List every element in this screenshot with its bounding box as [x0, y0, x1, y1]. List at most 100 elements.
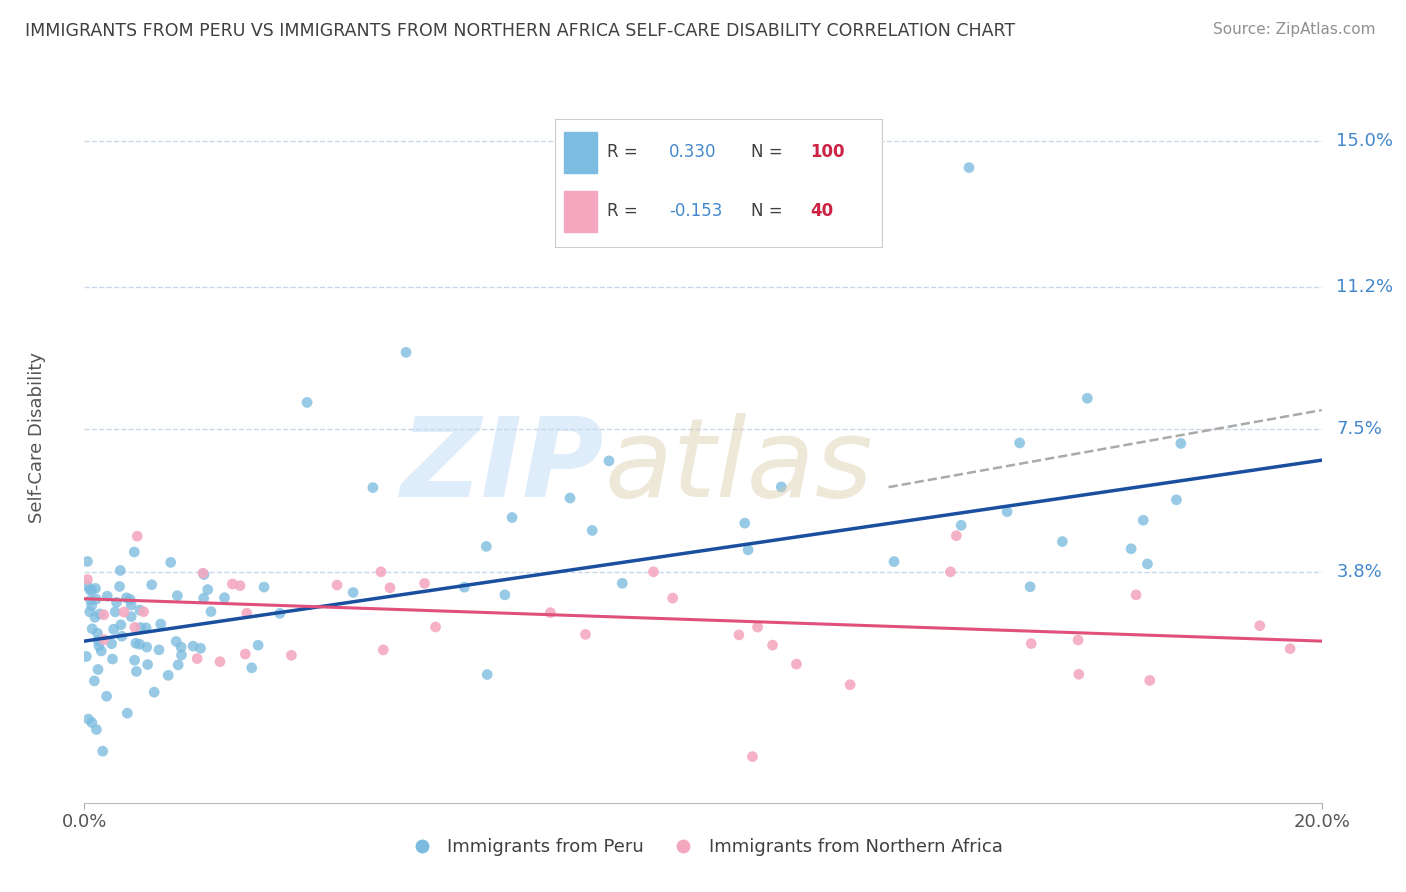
Point [1166, 492, 1188, 507]
Point [1052, 534, 1074, 549]
Point [127, 529, 149, 543]
Point [737, 542, 759, 557]
Point [378, 581, 401, 595]
Point [84, 610, 107, 624]
Point [1067, 667, 1090, 681]
Point [945, 529, 967, 543]
Point [661, 591, 683, 606]
Point [76, 554, 98, 568]
Point [395, 345, 418, 359]
Text: 3.8%: 3.8% [1337, 563, 1382, 581]
Point [159, 555, 181, 569]
Point [118, 592, 141, 607]
Point [112, 605, 135, 619]
Point [1136, 557, 1159, 571]
Point [80, 583, 103, 598]
Point [108, 579, 131, 593]
Point [128, 637, 150, 651]
Point [1121, 541, 1143, 556]
Point [170, 640, 193, 654]
Point [1170, 436, 1192, 450]
Point [240, 661, 263, 675]
Point [100, 637, 122, 651]
Point [136, 657, 159, 672]
Point [1019, 636, 1042, 650]
Point [197, 582, 219, 597]
Point [90, 644, 112, 658]
Point [1067, 633, 1090, 648]
Point [370, 565, 392, 579]
Point [91, 744, 114, 758]
Point [1139, 673, 1161, 688]
Point [728, 628, 751, 642]
Point [170, 648, 193, 662]
Point [110, 617, 132, 632]
Point [741, 749, 763, 764]
Text: 7.5%: 7.5% [1337, 420, 1382, 438]
Point [950, 518, 973, 533]
Point [477, 667, 499, 681]
Point [128, 603, 150, 617]
Point [181, 639, 204, 653]
Point [247, 638, 270, 652]
Point [76, 579, 98, 593]
Point [186, 651, 208, 665]
Point [494, 588, 516, 602]
Point [149, 617, 172, 632]
Point [141, 578, 163, 592]
Point [193, 591, 215, 606]
Point [104, 605, 127, 619]
Point [326, 578, 349, 592]
Point [574, 627, 596, 641]
Point [425, 620, 447, 634]
Point [747, 620, 769, 634]
Point [124, 545, 146, 559]
Point [167, 657, 190, 672]
Point [1019, 580, 1042, 594]
Point [995, 505, 1018, 519]
Point [79, 582, 101, 597]
Point [361, 481, 384, 495]
Text: IMMIGRANTS FROM PERU VS IMMIGRANTS FROM NORTHERN AFRICA SELF-CARE DISABILITY COR: IMMIGRANTS FROM PERU VS IMMIGRANTS FROM … [25, 22, 1015, 40]
Text: 15.0%: 15.0% [1337, 132, 1393, 150]
Point [475, 540, 498, 554]
Point [558, 491, 581, 505]
Point [105, 595, 128, 609]
Point [80, 715, 103, 730]
Point [135, 640, 157, 654]
Point [120, 598, 142, 612]
Point [87, 633, 110, 648]
Point [233, 647, 256, 661]
Point [111, 629, 134, 643]
Point [785, 657, 807, 672]
Point [165, 634, 187, 648]
Point [124, 653, 146, 667]
Point [193, 567, 215, 582]
Point [125, 636, 148, 650]
Point [191, 566, 214, 581]
Point [79, 605, 101, 619]
Point [1125, 588, 1147, 602]
Point [373, 643, 395, 657]
Point [77, 712, 100, 726]
Point [101, 652, 124, 666]
Point [214, 591, 236, 605]
Point [342, 585, 364, 599]
Point [135, 621, 157, 635]
Point [957, 161, 980, 175]
Text: ZIP: ZIP [401, 413, 605, 520]
Point [87, 639, 110, 653]
Text: Source: ZipAtlas.com: Source: ZipAtlas.com [1212, 22, 1375, 37]
Point [501, 510, 523, 524]
Point [269, 607, 291, 621]
Point [110, 564, 132, 578]
Point [1132, 513, 1154, 527]
Point [157, 668, 180, 682]
Point [1249, 618, 1271, 632]
Text: 11.2%: 11.2% [1337, 278, 1393, 296]
Point [200, 605, 222, 619]
Point [84, 592, 107, 607]
Point [86, 723, 108, 737]
Point [148, 642, 170, 657]
Point [96, 690, 118, 704]
